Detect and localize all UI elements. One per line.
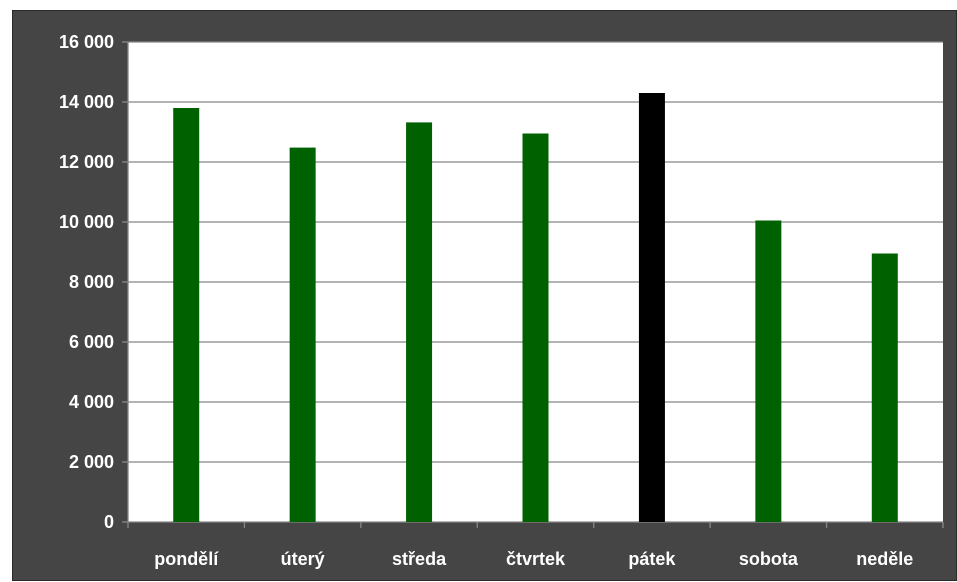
bar-5 [755,221,781,523]
bar-6 [872,254,898,523]
y-tick-label: 0 [104,512,114,532]
y-tick-label: 6 000 [69,332,114,352]
x-category-label: pátek [628,549,676,569]
y-tick-label: 12 000 [59,152,114,172]
x-category-label: sobota [739,549,799,569]
bar-0 [173,108,199,522]
bar-2 [406,122,432,522]
bar-4 [639,93,665,522]
x-category-label: neděle [856,549,913,569]
x-category-label: čtvrtek [506,549,566,569]
y-tick-label: 14 000 [59,92,114,112]
y-tick-label: 16 000 [59,32,114,52]
bar-1 [290,148,316,522]
y-tick-label: 8 000 [69,272,114,292]
y-tick-label: 4 000 [69,392,114,412]
chart-frame: 0 2 000 4 000 6 000 8 000 10 000 12 000 14 000 1… [12,10,957,581]
y-tick-label: 10 000 [59,212,114,232]
x-category-label: úterý [281,549,325,569]
bar-3 [523,134,549,523]
y-tick-label: 2 000 [69,452,114,472]
x-category-label: středa [392,549,447,569]
x-category-label: pondělí [154,549,219,569]
bar-chart: 0 2 000 4 000 6 000 8 000 10 000 12 000 14 000 1… [13,11,957,582]
